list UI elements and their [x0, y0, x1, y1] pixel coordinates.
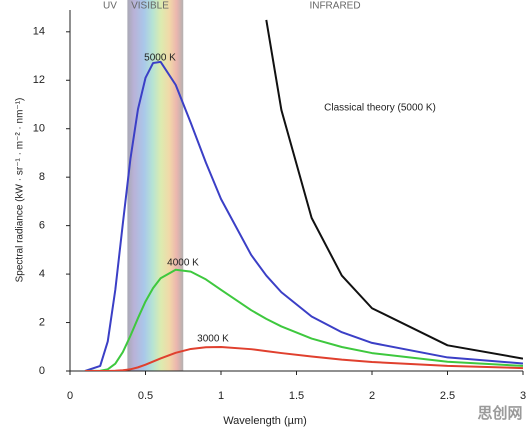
series-line — [85, 346, 523, 371]
y-tick-label: 0 — [39, 365, 45, 377]
region-label: UV — [103, 1, 117, 12]
y-tick-label: 8 — [39, 171, 45, 183]
series-label: Classical theory (5000 K) — [324, 103, 436, 114]
series-line — [85, 268, 523, 371]
x-tick-label: 0.5 — [138, 390, 153, 402]
y-tick-label: 10 — [33, 123, 45, 135]
series-line — [84, 60, 523, 371]
x-tick-label: 0 — [67, 390, 73, 402]
region-label: INFRARED — [309, 1, 360, 12]
x-tick-label: 1.5 — [289, 390, 304, 402]
plot-area — [84, 19, 523, 371]
region-label: VISIBLE — [131, 1, 169, 12]
x-tick-label: 2 — [369, 390, 375, 402]
y-tick-label: 4 — [39, 268, 45, 280]
x-tick-label: 2.5 — [440, 390, 455, 402]
series-line — [265, 19, 523, 360]
series-label: 5000 K — [144, 53, 176, 64]
y-tick-label: 14 — [33, 26, 45, 38]
series-label: 4000 K — [167, 258, 199, 269]
x-tick-label: 1 — [218, 390, 224, 402]
y-tick-label: 6 — [39, 220, 45, 232]
x-tick-label: 3 — [520, 390, 526, 402]
x-axis-label: Wavelength (µm) — [223, 415, 307, 427]
y-tick-label: 2 — [39, 316, 45, 328]
series-label: 3000 K — [197, 334, 229, 345]
y-tick-label: 12 — [33, 74, 45, 86]
watermark: 思创网 — [477, 404, 522, 422]
y-axis-label: Spectral radiance (kW · sr⁻¹ · m⁻² · nm⁻… — [15, 98, 26, 283]
